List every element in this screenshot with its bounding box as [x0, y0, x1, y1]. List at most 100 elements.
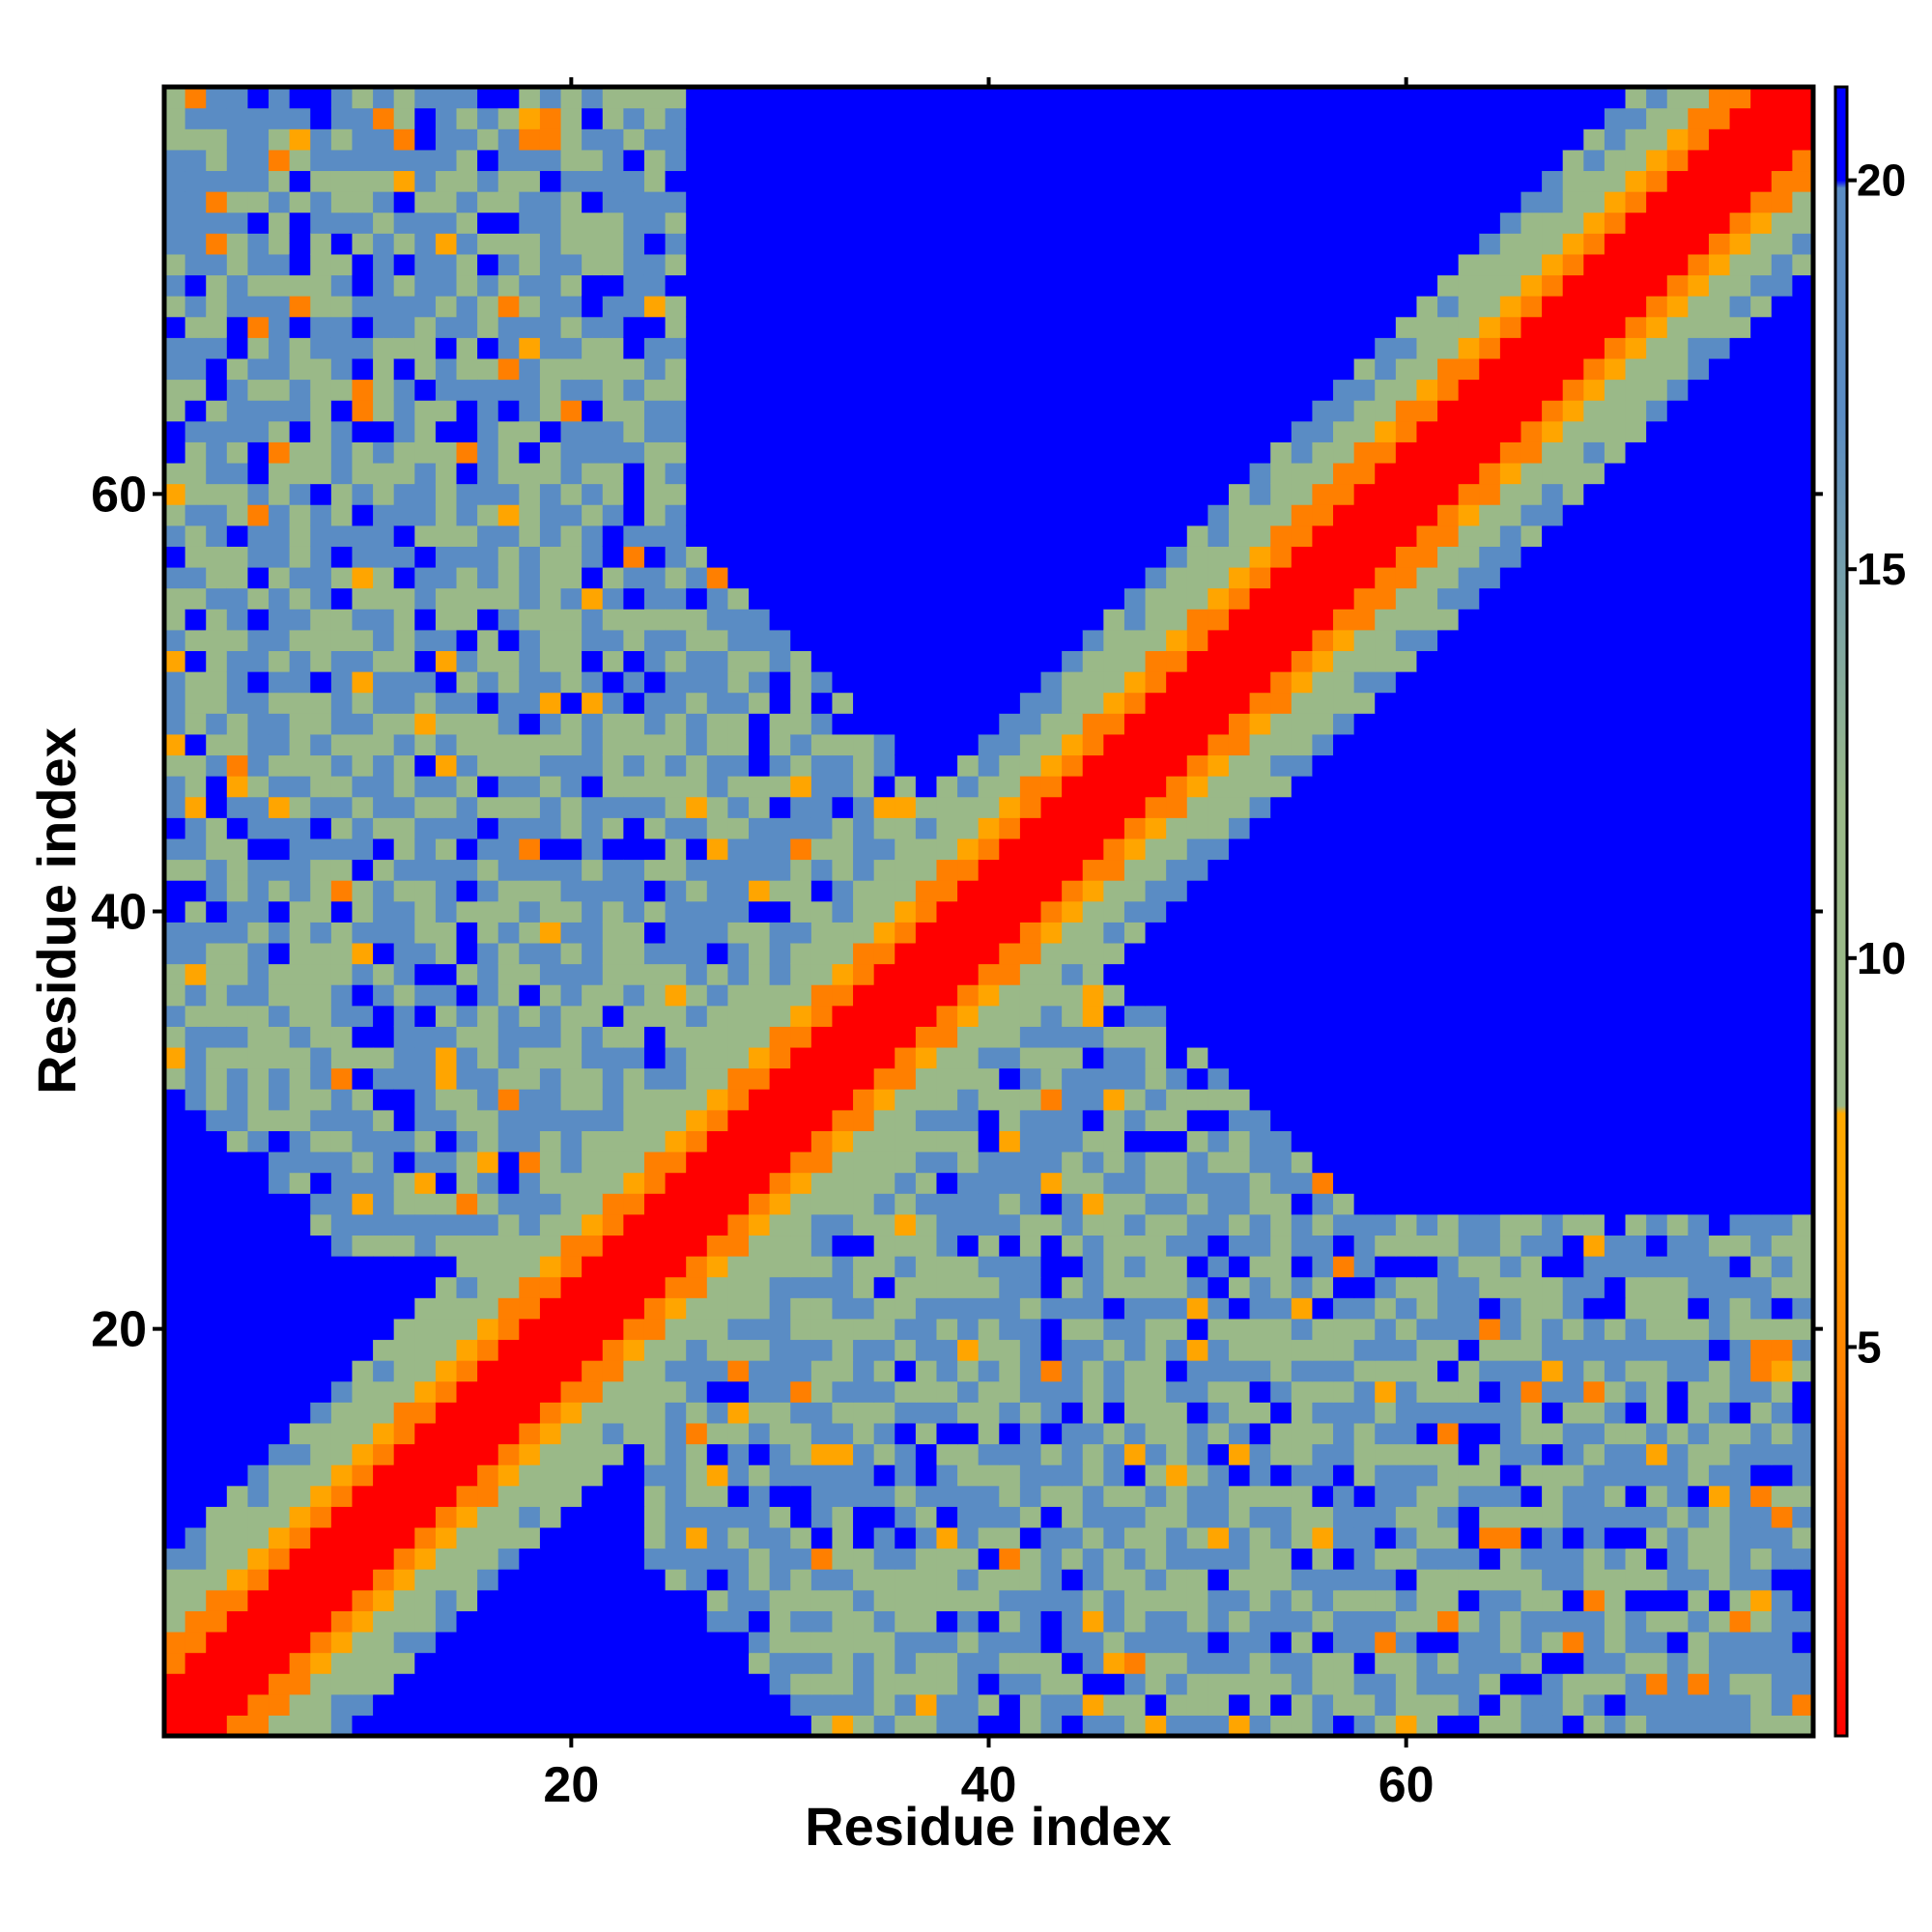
heatmap-cell — [185, 1151, 207, 1174]
heatmap-cell — [665, 1380, 687, 1403]
heatmap-cell — [206, 525, 228, 547]
heatmap-cell — [1082, 922, 1104, 944]
heatmap-cell — [832, 149, 854, 172]
heatmap-cell — [1395, 1443, 1418, 1465]
heatmap-cell — [1228, 1213, 1251, 1236]
heatmap-cell — [247, 900, 270, 923]
heatmap-cell — [247, 546, 270, 568]
heatmap-cell — [1186, 1506, 1208, 1528]
heatmap-cell — [665, 942, 687, 965]
heatmap-cell — [1458, 1715, 1480, 1737]
heatmap-cell — [1542, 1464, 1564, 1487]
heatmap-cell — [623, 984, 645, 1007]
heatmap-cell — [310, 1172, 332, 1194]
heatmap-cell — [477, 1318, 499, 1341]
heatmap-cell — [873, 1067, 895, 1090]
heatmap-cell — [373, 212, 395, 234]
heatmap-cell — [1062, 922, 1084, 944]
heatmap-cell — [1186, 1673, 1208, 1695]
heatmap-cell — [1353, 838, 1376, 861]
heatmap-cell — [999, 441, 1021, 464]
heatmap-cell — [602, 1360, 624, 1382]
heatmap-cell — [560, 796, 582, 818]
heatmap-cell — [769, 1089, 791, 1111]
heatmap-cell — [895, 733, 917, 756]
heatmap-cell — [1625, 1485, 1647, 1507]
heatmap-cell — [477, 1360, 499, 1382]
heatmap-cell — [1542, 1235, 1564, 1257]
heatmap-cell — [686, 1005, 708, 1027]
heatmap-cell — [185, 922, 207, 944]
heatmap-cell — [1123, 1485, 1147, 1507]
heatmap-cell — [1103, 1673, 1125, 1695]
heatmap-cell — [1792, 1548, 1814, 1570]
heatmap-cell — [393, 1506, 415, 1528]
heatmap-cell — [373, 1026, 395, 1048]
heatmap-cell — [1228, 900, 1251, 923]
heatmap-cell — [749, 546, 771, 568]
heatmap-cell — [185, 462, 207, 485]
heatmap-cell — [1019, 1464, 1042, 1487]
heatmap-cell — [1082, 1005, 1104, 1027]
heatmap-cell — [393, 984, 415, 1007]
heatmap-cell — [1019, 1213, 1042, 1236]
heatmap-cell — [1395, 1715, 1418, 1737]
heatmap-cell — [1166, 1589, 1188, 1611]
heatmap-cell — [1062, 379, 1084, 401]
heatmap-cell — [185, 1380, 207, 1403]
heatmap-cell — [289, 1422, 311, 1445]
heatmap-cell — [1186, 1339, 1208, 1361]
heatmap-cell — [164, 1067, 186, 1090]
heatmap-cell — [873, 316, 895, 338]
heatmap-cell — [269, 1693, 291, 1716]
heatmap-cell — [560, 942, 582, 965]
heatmap-cell — [477, 462, 499, 485]
heatmap-cell — [706, 441, 729, 464]
heatmap-cell — [1040, 671, 1063, 694]
heatmap-cell — [1333, 1548, 1355, 1570]
heatmap-cell — [895, 1673, 917, 1695]
heatmap-cell — [915, 1193, 938, 1215]
heatmap-cell — [915, 1464, 938, 1487]
heatmap-cell — [310, 776, 332, 798]
heatmap-cell — [1479, 1130, 1501, 1152]
heatmap-cell — [497, 1089, 520, 1111]
heatmap-cell — [1437, 1464, 1460, 1487]
heatmap-cell — [519, 1443, 541, 1465]
heatmap-cell — [1082, 1109, 1104, 1131]
heatmap-cell — [1520, 1464, 1543, 1487]
heatmap-cell — [1040, 1318, 1063, 1341]
heatmap-cell — [477, 1631, 499, 1654]
heatmap-cell — [206, 963, 228, 985]
heatmap-cell — [310, 1130, 332, 1152]
heatmap-cell — [853, 420, 875, 442]
heatmap-cell — [1458, 1673, 1480, 1695]
heatmap-cell — [1708, 942, 1731, 965]
heatmap-cell — [582, 587, 604, 610]
heatmap-cell — [936, 1506, 958, 1528]
heatmap-cell — [414, 1089, 437, 1111]
heatmap-cell — [497, 671, 520, 694]
heatmap-cell — [185, 253, 207, 276]
heatmap-cell — [539, 1276, 562, 1298]
heatmap-cell — [810, 149, 834, 172]
heatmap-cell — [269, 1151, 291, 1174]
heatmap-cell — [895, 1089, 917, 1111]
heatmap-cell — [477, 1443, 499, 1465]
heatmap-cell — [1019, 817, 1042, 839]
heatmap-cell — [665, 1443, 687, 1465]
heatmap-cell — [810, 1443, 834, 1465]
heatmap-cell — [686, 1652, 708, 1674]
heatmap-cell — [247, 1569, 270, 1591]
heatmap-cell — [560, 1318, 582, 1341]
heatmap-cell — [164, 525, 186, 547]
heatmap-cell — [915, 1422, 938, 1445]
heatmap-cell — [727, 1422, 750, 1445]
heatmap-cell — [497, 1360, 520, 1382]
heatmap-cell — [978, 253, 1000, 276]
heatmap-cell — [1145, 859, 1167, 881]
heatmap-cell — [1458, 1380, 1480, 1403]
heatmap-cell — [497, 1464, 520, 1487]
heatmap-cell — [519, 483, 541, 505]
heatmap-cell — [873, 1151, 895, 1174]
